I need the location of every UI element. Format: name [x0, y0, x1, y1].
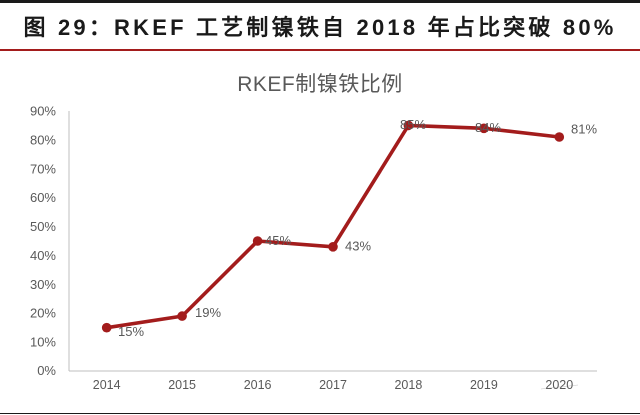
svg-text:2017: 2017 [319, 378, 347, 392]
svg-text:2020: 2020 [545, 378, 573, 392]
svg-text:50%: 50% [30, 219, 56, 234]
svg-text:2015: 2015 [168, 378, 196, 392]
svg-text:90%: 90% [30, 104, 56, 119]
svg-text:70%: 70% [30, 161, 56, 176]
svg-text:20%: 20% [30, 306, 56, 321]
svg-text:2014: 2014 [93, 378, 121, 392]
svg-text:40%: 40% [30, 248, 56, 263]
svg-text:60%: 60% [30, 190, 56, 205]
svg-text:84%: 84% [475, 120, 501, 135]
svg-text:81%: 81% [571, 122, 597, 137]
svg-text:43%: 43% [345, 239, 371, 254]
svg-text:2019: 2019 [470, 378, 498, 392]
svg-text:2016: 2016 [244, 378, 272, 392]
svg-text:85%: 85% [400, 117, 426, 132]
svg-text:2018: 2018 [394, 378, 422, 392]
svg-text:15%: 15% [118, 324, 144, 339]
svg-text:10%: 10% [30, 335, 56, 350]
svg-text:19%: 19% [195, 305, 221, 320]
svg-text:45%: 45% [265, 233, 291, 248]
svg-text:30%: 30% [30, 277, 56, 292]
svg-text:0%: 0% [37, 363, 56, 378]
svg-text:80%: 80% [30, 132, 56, 147]
